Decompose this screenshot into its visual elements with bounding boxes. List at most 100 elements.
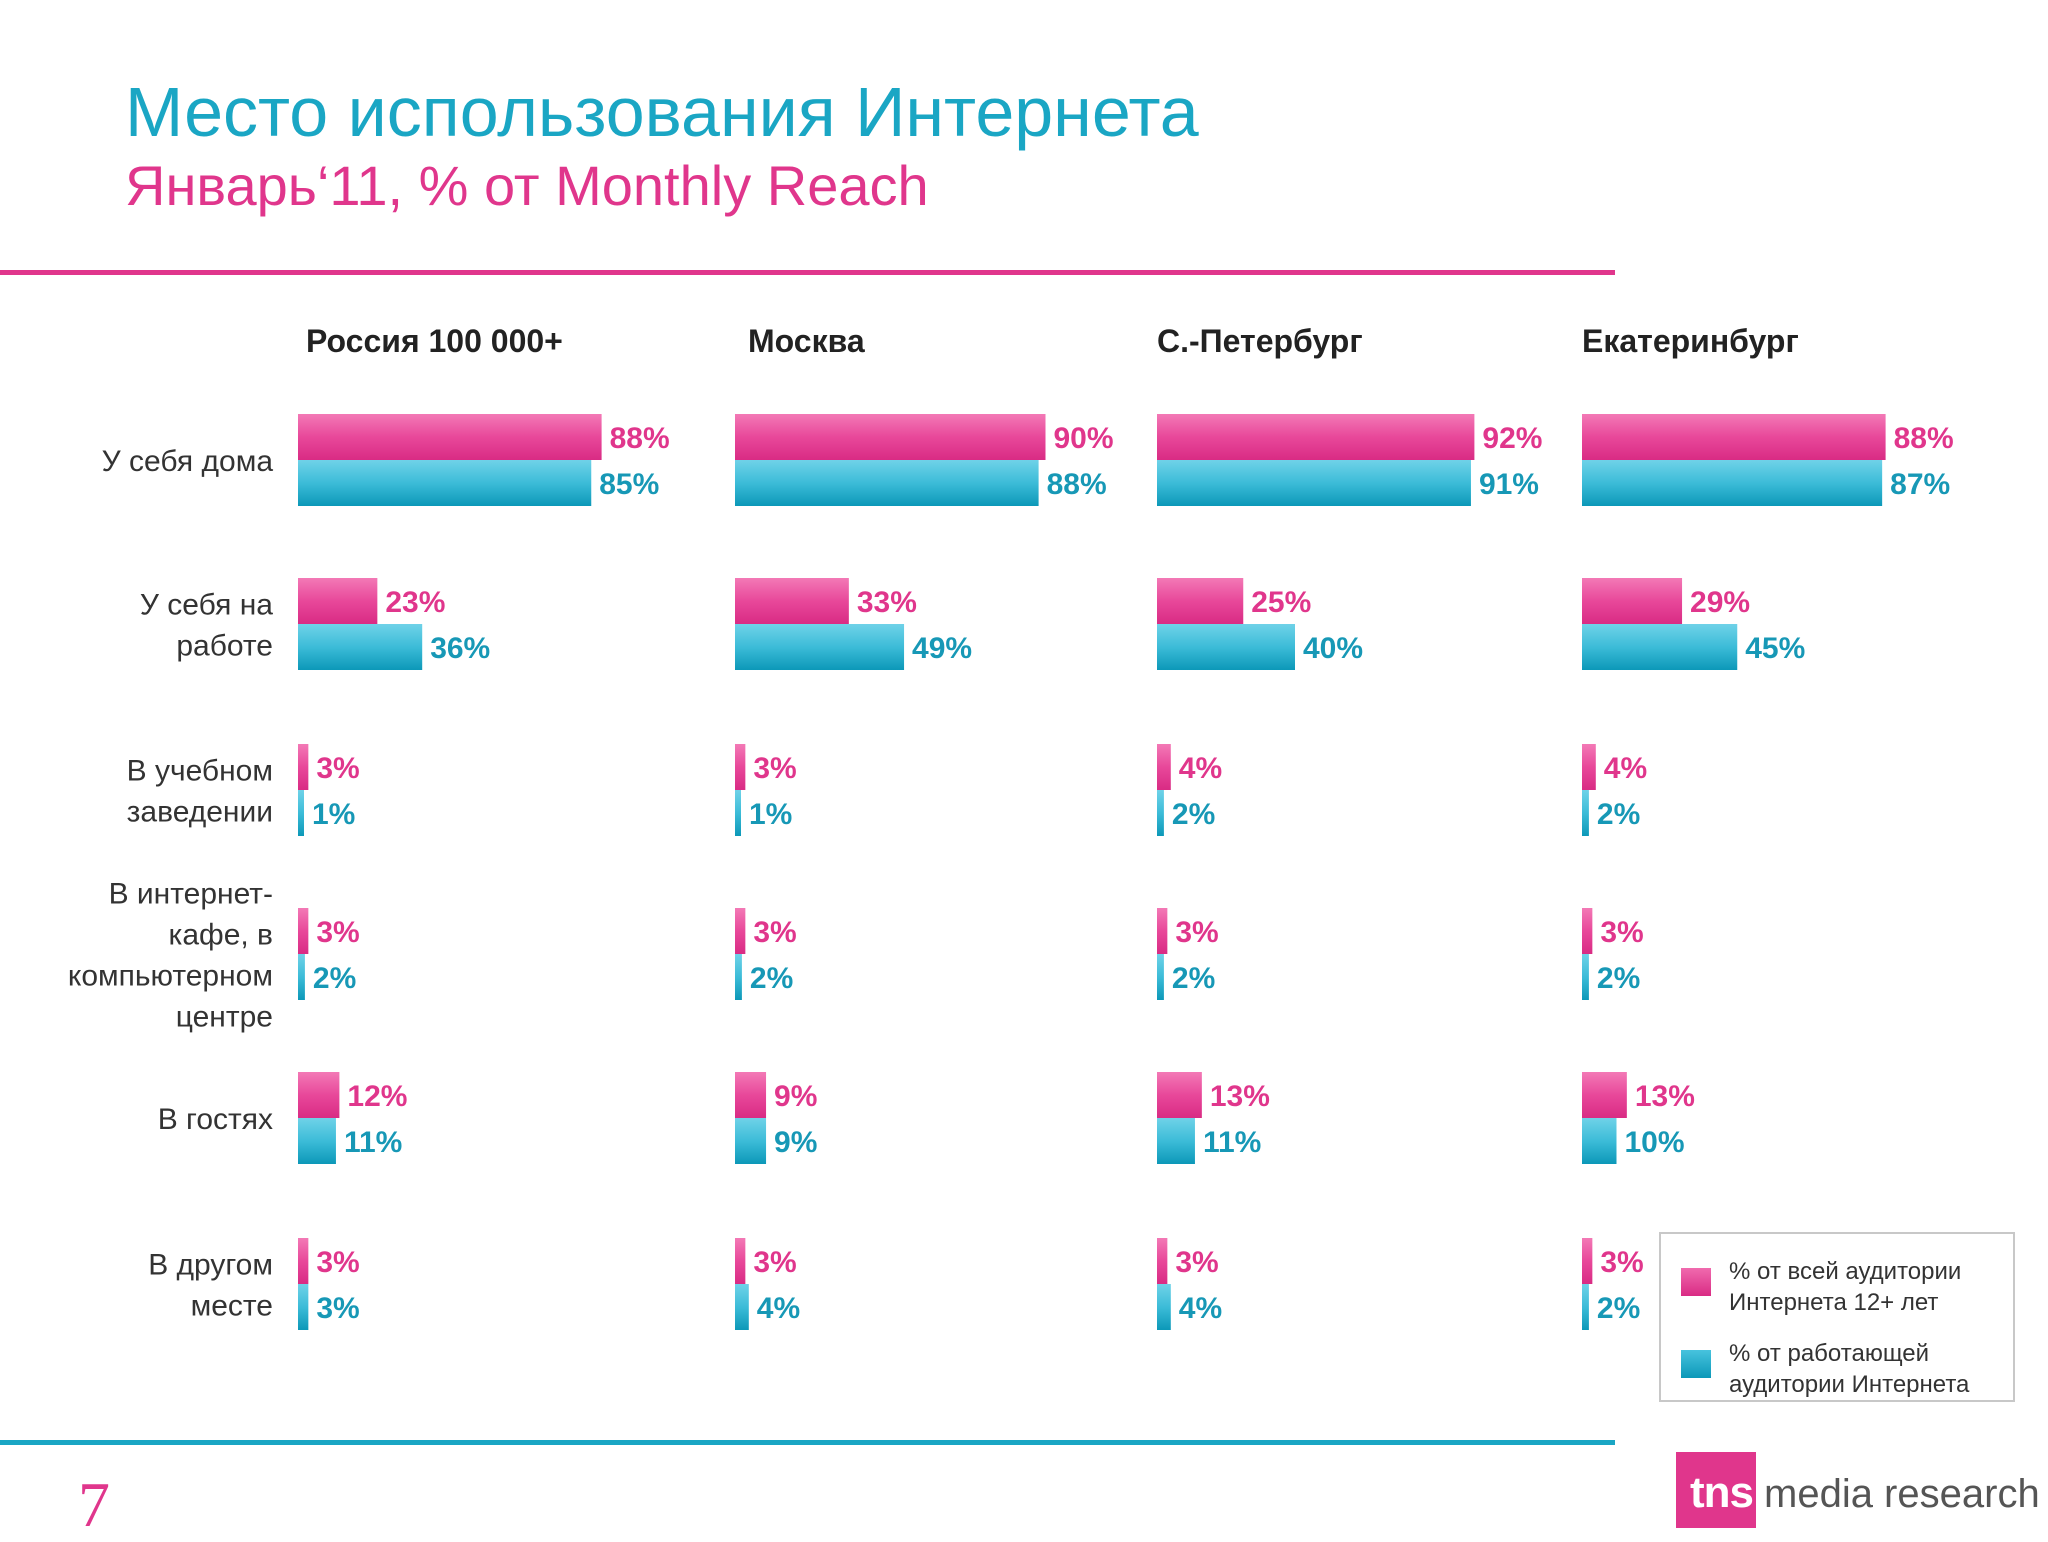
legend-label-all-audience: % от всей аудитории Интернета 12+ лет [1729,1258,1962,1316]
value-label-s0-p2-c2: 4% [1179,752,1222,785]
category-label-2-0: В учебном [127,755,273,788]
legend-label-working-audience: % от работающей аудитории Интернета [1729,1340,1970,1398]
bar-s1-p3-c1 [1582,624,1738,670]
value-label-s0-p0-c2: 3% [316,752,359,785]
category-label-2-1: заведении [127,796,273,829]
category-label-1-1: работе [176,630,273,663]
bar-s0-p3-c3 [1582,908,1593,954]
bar-s0-p0-c3 [298,908,309,954]
bar-s1-p1-c1 [735,624,905,670]
category-label-0-0: У себя дома [102,445,274,478]
value-label-s1-p0-c0: 85% [599,468,659,501]
value-label-s0-p1-c3: 3% [753,916,796,949]
value-label-s0-p0-c3: 3% [316,916,359,949]
bar-s0-p2-c0 [1157,414,1475,460]
value-label-s0-p3-c0: 88% [1894,422,1954,455]
value-label-s0-p0-c0: 88% [610,422,670,455]
bar-s1-p3-c3 [1582,954,1589,1000]
tns-logo-box: tns [1676,1452,1756,1528]
bar-s1-p0-c5 [298,1284,309,1330]
value-label-s1-p1-c0: 88% [1047,468,1107,501]
value-label-s0-p1-c2: 3% [753,752,796,785]
value-label-s1-p3-c2: 2% [1597,798,1640,831]
bar-s1-p0-c2 [298,790,304,836]
category-label-5-0: В другом [148,1249,273,1282]
value-label-s0-p2-c1: 25% [1251,586,1311,619]
panel-title-3: Екатеринбург [1582,323,1799,359]
value-label-s1-p2-c0: 91% [1479,468,1539,501]
chart-subtitle: Январь‘11, % от Monthly Reach [125,154,929,217]
tns-logo-mark: tns [1690,1468,1754,1517]
bar-s0-p2-c3 [1157,908,1168,954]
value-label-s0-p3-c4: 13% [1635,1080,1695,1113]
bar-s0-p0-c4 [298,1072,340,1118]
value-label-s0-p2-c4: 13% [1210,1080,1270,1113]
bar-s0-p2-c5 [1157,1238,1168,1284]
bar-s0-p2-c1 [1157,578,1244,624]
category-label-4-0: В гостях [158,1103,273,1136]
bar-s0-p3-c2 [1582,744,1596,790]
value-label-s0-p2-c5: 3% [1175,1246,1218,1279]
bar-s1-p0-c4 [298,1118,336,1164]
legend-swatch-teal [1681,1350,1711,1378]
value-label-s0-p2-c0: 92% [1482,422,1542,455]
value-label-s0-p0-c1: 23% [385,586,445,619]
bar-s1-p2-c4 [1157,1118,1195,1164]
bar-s1-p1-c0 [735,460,1039,506]
panel-title-0: Россия 100 000+ [306,323,563,359]
category-label-5-1: месте [191,1290,273,1323]
bar-s0-p0-c1 [298,578,378,624]
value-label-s0-p1-c4: 9% [774,1080,817,1113]
value-label-s1-p1-c3: 2% [750,962,793,995]
value-label-s1-p0-c4: 11% [344,1126,402,1159]
bottom-divider [0,1440,1615,1445]
bar-s0-p1-c0 [735,414,1046,460]
value-label-s1-p2-c1: 40% [1303,632,1363,665]
bar-s0-p3-c0 [1582,414,1886,460]
panel-title-1: Москва [748,323,865,359]
bar-s1-p1-c4 [735,1118,767,1164]
value-label-s0-p3-c5: 3% [1600,1246,1643,1279]
tns-logo-text: media research [1764,1472,2040,1516]
category-label-3-2: компьютерном [68,960,273,993]
bar-s0-p1-c3 [735,908,746,954]
value-label-s1-p3-c3: 2% [1597,962,1640,995]
value-label-s1-p0-c5: 3% [316,1292,359,1325]
bar-s1-p3-c2 [1582,790,1589,836]
value-label-s1-p1-c2: 1% [749,798,792,831]
bar-s0-p1-c1 [735,578,849,624]
value-label-s1-p2-c5: 4% [1179,1292,1222,1325]
bar-s1-p1-c5 [735,1284,749,1330]
category-label-3-1: кафе, в [169,919,273,952]
value-label-s1-p0-c3: 2% [313,962,356,995]
value-label-s0-p0-c4: 12% [347,1080,407,1113]
bar-s1-p3-c0 [1582,460,1883,506]
top-divider [0,270,1615,275]
bar-s1-p1-c2 [735,790,741,836]
bar-s1-p2-c5 [1157,1284,1171,1330]
bar-s1-p3-c5 [1582,1284,1589,1330]
value-label-s1-p3-c4: 10% [1625,1126,1685,1159]
value-label-s1-p3-c0: 87% [1890,468,1950,501]
bar-s0-p1-c2 [735,744,746,790]
bar-s1-p0-c3 [298,954,305,1000]
category-label-1-0: У себя на [140,589,273,622]
value-label-s0-p2-c3: 3% [1175,916,1218,949]
value-label-s1-p2-c3: 2% [1172,962,1215,995]
category-label-3-3: центре [176,1001,273,1034]
legend-swatch-pink [1681,1268,1711,1296]
bar-s1-p1-c3 [735,954,742,1000]
value-label-s0-p3-c3: 3% [1600,916,1643,949]
bar-s1-p2-c1 [1157,624,1295,670]
value-label-s1-p2-c2: 2% [1172,798,1215,831]
page-number: 7 [78,1469,110,1540]
value-label-s0-p3-c2: 4% [1604,752,1647,785]
category-label-3-0: В интернет- [109,878,273,911]
tns-logo: tns media research [1676,1450,2040,1530]
value-label-s1-p2-c4: 11% [1203,1126,1261,1159]
value-label-s0-p1-c1: 33% [857,586,917,619]
value-label-s1-p3-c1: 45% [1745,632,1805,665]
bar-s0-p1-c4 [735,1072,767,1118]
bar-s0-p2-c2 [1157,744,1171,790]
bar-s1-p2-c3 [1157,954,1164,1000]
